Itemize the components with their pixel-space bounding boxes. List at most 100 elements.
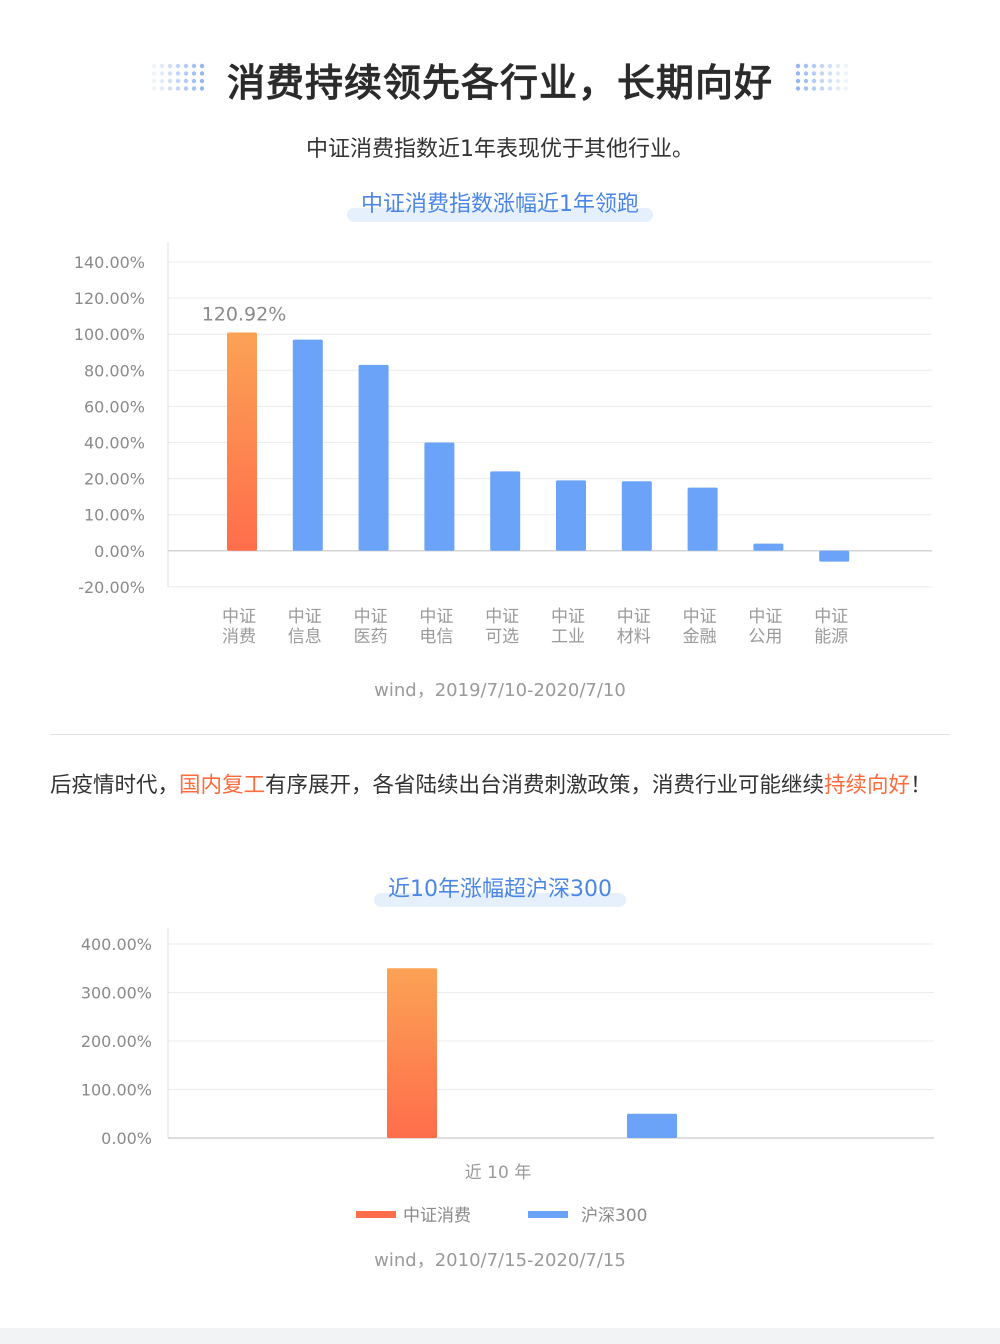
dot bbox=[199, 86, 205, 91]
chart1-category-label-line1: 中证 bbox=[354, 607, 388, 627]
dot bbox=[183, 78, 189, 84]
chart1-bar bbox=[292, 339, 323, 551]
dot bbox=[191, 86, 197, 91]
chart1-y-tick-label: 80.00% bbox=[84, 361, 145, 380]
chart1-source: wind，2019/7/10-2020/7/10 bbox=[374, 680, 626, 701]
chart1-category-label-line2: 公用 bbox=[748, 627, 782, 647]
dot bbox=[803, 86, 809, 91]
dot bbox=[827, 63, 833, 69]
dot bbox=[835, 78, 841, 84]
chart1-category-label-line1: 中证 bbox=[551, 607, 585, 627]
chart1-category-label-line1: 中证 bbox=[683, 607, 717, 627]
dot bbox=[151, 86, 157, 91]
chart2-ten-year-comparison: 400.00% 300.00% 200.00% 100.00% 0.00% 近 10 年中… bbox=[81, 928, 934, 1226]
dot bbox=[795, 63, 801, 69]
chart1-title: 中证消费指数涨幅近1年领跑 bbox=[347, 186, 653, 222]
dot bbox=[795, 86, 801, 91]
chart2-title: 近10年涨幅超沪深300 bbox=[374, 871, 626, 907]
dot bbox=[795, 78, 801, 84]
dot bbox=[811, 86, 817, 91]
chart1-y-tick-label: 40.00% bbox=[84, 434, 145, 453]
chart1-bar bbox=[687, 487, 718, 551]
chart2-bar bbox=[387, 968, 437, 1138]
page-subtitle: 中证消费指数近1年表现优于其他行业。 bbox=[306, 137, 694, 162]
dot bbox=[175, 78, 181, 84]
dot bbox=[191, 71, 197, 76]
chart1-category-label-line2: 能源 bbox=[814, 627, 848, 647]
dot bbox=[159, 78, 165, 84]
dot bbox=[175, 86, 181, 91]
dot bbox=[167, 78, 173, 84]
chart2-legend-swatch bbox=[356, 1211, 396, 1218]
dot bbox=[803, 78, 809, 84]
chart1-y-tick-label: 100.00% bbox=[74, 325, 145, 344]
dot bbox=[183, 63, 189, 69]
chart2-y-tick-label: 0.00% bbox=[101, 1129, 152, 1148]
chart1-bar bbox=[753, 543, 784, 551]
dot bbox=[835, 63, 841, 69]
chart1-category-label-line2: 信息 bbox=[288, 627, 322, 647]
chart1-data-label: 120.92% bbox=[202, 304, 287, 326]
chart1-category-label-line1: 中证 bbox=[419, 607, 453, 627]
dot bbox=[151, 63, 157, 69]
chart1-category-label-line2: 金融 bbox=[683, 627, 717, 647]
dot bbox=[795, 71, 801, 76]
dot bbox=[167, 86, 173, 91]
chart1-category-label-line2: 工业 bbox=[551, 627, 585, 647]
chart1-bar bbox=[556, 480, 586, 551]
dot bbox=[175, 63, 181, 69]
footer-band bbox=[0, 1328, 1000, 1344]
dot bbox=[843, 86, 849, 91]
chart1-category-label-line1: 中证 bbox=[748, 607, 782, 627]
dot bbox=[199, 63, 205, 69]
chart2-y-tick-label: 400.00% bbox=[81, 935, 152, 954]
chart1-bar bbox=[621, 481, 652, 551]
dot bbox=[183, 71, 189, 76]
chart1-y-tick-label: 0.00% bbox=[94, 542, 145, 561]
paragraph-highlight-resume-work: 国内复工 bbox=[179, 773, 266, 798]
chart1-y-tick-label: 140.00% bbox=[74, 253, 145, 272]
chart2-category-label: 近 10 年 bbox=[465, 1163, 531, 1183]
dot bbox=[827, 71, 833, 76]
dot bbox=[183, 86, 189, 91]
chart1-category-label-line2: 可选 bbox=[485, 627, 519, 647]
dot bbox=[159, 86, 165, 91]
dot bbox=[803, 63, 809, 69]
paragraph-highlight-continue-good: 持续向好 bbox=[824, 773, 911, 798]
dot bbox=[167, 71, 173, 76]
chart2-y-tick-label: 300.00% bbox=[81, 984, 152, 1003]
chart2-legend-label: 沪深300 bbox=[581, 1206, 647, 1226]
chart1-category-label-line1: 中证 bbox=[814, 607, 848, 627]
chart1-category-label-line2: 医药 bbox=[354, 627, 388, 647]
chart1-category-label-line1: 中证 bbox=[222, 607, 256, 627]
chart1-category-label-line1: 中证 bbox=[617, 607, 651, 627]
chart2-legend-label: 中证消费 bbox=[403, 1206, 471, 1226]
dot bbox=[827, 86, 833, 91]
dot bbox=[843, 71, 849, 76]
chart1-bar bbox=[819, 550, 850, 562]
dot bbox=[843, 63, 849, 69]
dot bbox=[835, 86, 841, 91]
dot bbox=[827, 78, 833, 84]
dot bbox=[819, 71, 825, 76]
chart2-y-tick-label: 200.00% bbox=[81, 1032, 152, 1051]
dot bbox=[819, 63, 825, 69]
chart1-category-label-line2: 消费 bbox=[222, 627, 256, 647]
chart2-y-tick-label: 100.00% bbox=[81, 1081, 152, 1100]
dot bbox=[819, 86, 825, 91]
chart1-category-label-line2: 材料 bbox=[617, 627, 651, 647]
dot bbox=[199, 71, 205, 76]
dot bbox=[159, 63, 165, 69]
chart1-y-tick-label: 10.00% bbox=[84, 506, 145, 525]
chart1-bar bbox=[358, 364, 389, 551]
decorative-dots-left bbox=[151, 63, 205, 91]
dot bbox=[811, 63, 817, 69]
paragraph-text-2: 有序展开，各省陆续出台消费刺激政策，消费行业可能继续 bbox=[265, 773, 825, 798]
section-divider bbox=[50, 734, 950, 735]
paragraph-text-1: 后疫情时代， bbox=[50, 773, 180, 798]
dot bbox=[167, 63, 173, 69]
dot bbox=[199, 78, 205, 84]
dot bbox=[811, 78, 817, 84]
chart1-industry-returns: 140.00% 120.00% 100.00% 80.00% 60.00% 40.00% 2… bbox=[74, 242, 932, 647]
paragraph-text-3: ！ bbox=[910, 773, 932, 798]
